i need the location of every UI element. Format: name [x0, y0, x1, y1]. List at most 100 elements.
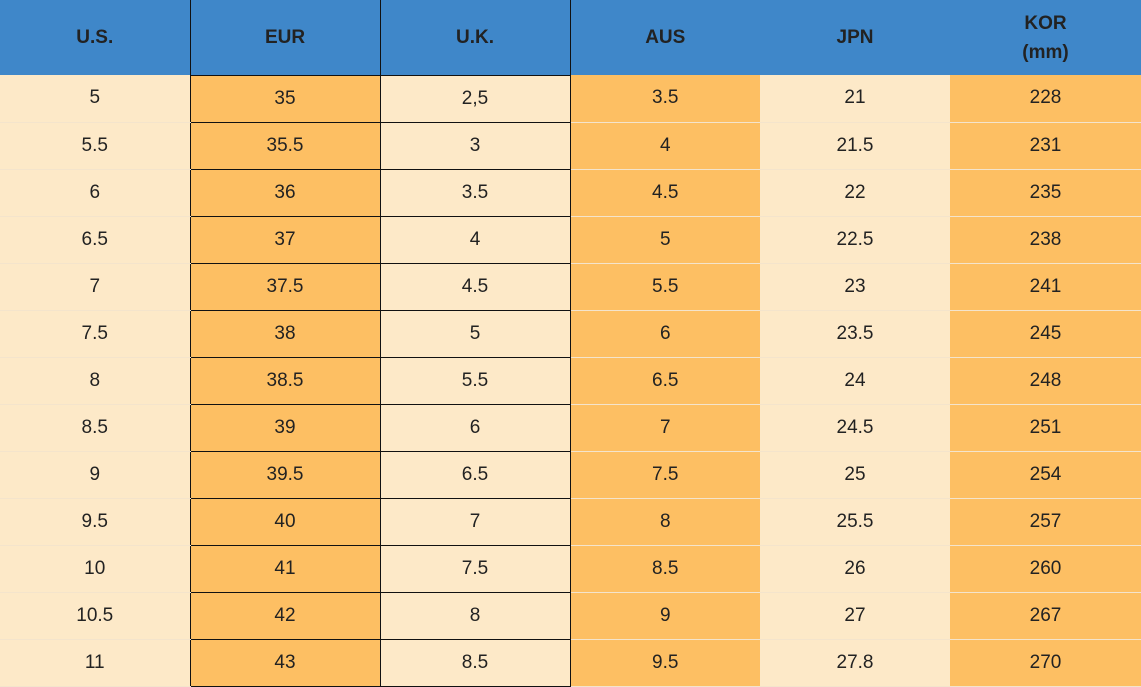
table-cell: 27	[760, 592, 950, 640]
header-row: U.S. EUR U.K. AUS JPN KOR (mm)	[0, 0, 1141, 75]
table-body: 5 35 2,5 3.5 21 228 5.5 35.5 3 4 21.5 231 6 36 3.5 4.5 2…	[0, 74, 1141, 687]
table-cell: 5	[570, 216, 760, 264]
table-cell: 23	[760, 263, 950, 311]
table-cell: 5	[379, 309, 571, 358]
table-cell: 6	[379, 403, 571, 452]
table-cell: 7	[0, 263, 190, 311]
table-cell: 2,5	[379, 74, 571, 123]
table-cell: 3.5	[570, 75, 760, 123]
table-cell: 235	[950, 169, 1141, 217]
table-cell: 10.5	[0, 592, 190, 640]
table-cell: 5.5	[379, 356, 571, 405]
table-cell: 24	[760, 357, 950, 405]
table-cell: 267	[950, 592, 1141, 640]
table-cell: 8	[570, 498, 760, 546]
table-cell: 41	[189, 544, 381, 593]
table-cell: 9.5	[0, 498, 190, 546]
table-cell: 36	[189, 168, 381, 217]
table-row: 11 43 8.5 9.5 27.8 270	[0, 638, 1141, 687]
table-cell: 8	[0, 357, 190, 405]
table-row: 6.5 37 4 5 22.5 238	[0, 215, 1141, 264]
table-row: 7 37.5 4.5 5.5 23 241	[0, 262, 1141, 311]
table-cell: 8.5	[570, 545, 760, 593]
table-cell: 245	[950, 310, 1141, 358]
table-cell: 27.8	[760, 639, 950, 687]
table-cell: 6.5	[379, 450, 571, 499]
table-cell: 6.5	[0, 216, 190, 264]
table-row: 10.5 42 8 9 27 267	[0, 591, 1141, 640]
table-cell: 38	[189, 309, 381, 358]
table-cell: 7	[570, 404, 760, 452]
table-cell: 260	[950, 545, 1141, 593]
table-row: 10 41 7.5 8.5 26 260	[0, 544, 1141, 593]
table-cell: 10	[0, 545, 190, 593]
table-cell: 23.5	[760, 310, 950, 358]
table-cell: 4.5	[570, 169, 760, 217]
table-cell: 37.5	[189, 262, 381, 311]
table-cell: 11	[0, 639, 190, 687]
column-header: U.K.	[379, 0, 570, 75]
column-header: U.S.	[0, 0, 190, 75]
table-cell: 21.5	[760, 122, 950, 170]
table-cell: 22	[760, 169, 950, 217]
table-cell: 39.5	[189, 450, 381, 499]
table-cell: 26	[760, 545, 950, 593]
table-cell: 238	[950, 216, 1141, 264]
table-cell: 6	[0, 169, 190, 217]
table-cell: 7.5	[570, 451, 760, 499]
table-cell: 38.5	[189, 356, 381, 405]
table-cell: 5	[0, 75, 190, 123]
table-cell: 5.5	[570, 263, 760, 311]
table-cell: 251	[950, 404, 1141, 452]
table-cell: 8.5	[379, 638, 571, 687]
table-row: 8 38.5 5.5 6.5 24 248	[0, 356, 1141, 405]
table-cell: 39	[189, 403, 381, 452]
table-cell: 42	[189, 591, 381, 640]
table-row: 8.5 39 6 7 24.5 251	[0, 403, 1141, 452]
table-cell: 7.5	[379, 544, 571, 593]
table-row: 5 35 2,5 3.5 21 228	[0, 74, 1141, 123]
table-cell: 9	[570, 592, 760, 640]
column-header: EUR	[189, 0, 380, 75]
column-header: AUS	[569, 0, 760, 75]
table-cell: 270	[950, 639, 1141, 687]
table-row: 5.5 35.5 3 4 21.5 231	[0, 121, 1141, 170]
table-cell: 7.5	[0, 310, 190, 358]
table-cell: 24.5	[760, 404, 950, 452]
table-cell: 4.5	[379, 262, 571, 311]
table-cell: 4	[379, 215, 571, 264]
table-row: 9 39.5 6.5 7.5 25 254	[0, 450, 1141, 499]
table-cell: 231	[950, 122, 1141, 170]
column-header: JPN	[760, 0, 950, 75]
table-cell: 9.5	[570, 639, 760, 687]
table-cell: 3	[379, 121, 571, 170]
table-cell: 228	[950, 75, 1141, 123]
table-cell: 37	[189, 215, 381, 264]
table-cell: 35	[189, 74, 381, 123]
table-row: 7.5 38 5 6 23.5 245	[0, 309, 1141, 358]
table-cell: 25.5	[760, 498, 950, 546]
table-cell: 25	[760, 451, 950, 499]
table-cell: 6.5	[570, 357, 760, 405]
table-header: U.S. EUR U.K. AUS JPN KOR (mm)	[0, 0, 1141, 75]
table-cell: 8	[379, 591, 571, 640]
table-cell: 21	[760, 75, 950, 123]
table-cell: 9	[0, 451, 190, 499]
table-cell: 257	[950, 498, 1141, 546]
table-cell: 3.5	[379, 168, 571, 217]
table-cell: 4	[570, 122, 760, 170]
table-cell: 241	[950, 263, 1141, 311]
table-cell: 35.5	[189, 121, 381, 170]
table-cell: 254	[950, 451, 1141, 499]
table-cell: 6	[570, 310, 760, 358]
table-cell: 43	[189, 638, 381, 687]
table-cell: 8.5	[0, 404, 190, 452]
table-cell: 40	[189, 497, 381, 546]
table-cell: 22.5	[760, 216, 950, 264]
table-cell: 248	[950, 357, 1141, 405]
table-row: 9.5 40 7 8 25.5 257	[0, 497, 1141, 546]
table-cell: 5.5	[0, 122, 190, 170]
table-row: 6 36 3.5 4.5 22 235	[0, 168, 1141, 217]
